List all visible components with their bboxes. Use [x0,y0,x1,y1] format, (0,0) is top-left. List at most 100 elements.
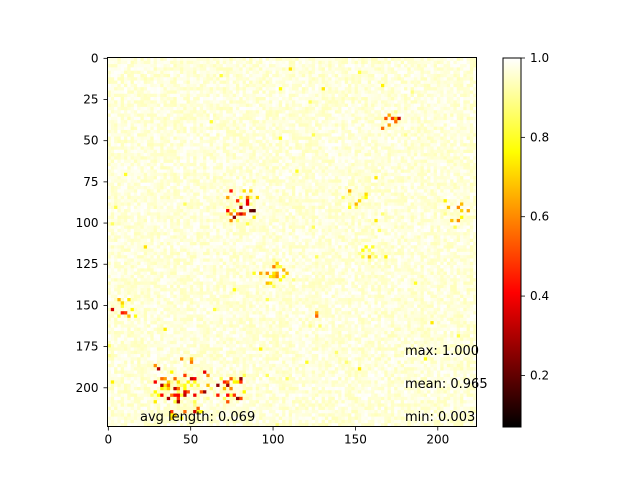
heatmap-cell [226,189,230,193]
heatmap-cell [232,153,237,157]
heatmap-cell [308,195,313,200]
heatmap-cell [295,185,299,190]
heatmap-cell [433,192,438,197]
heatmap-cell [127,182,131,187]
heatmap-cell [107,182,112,187]
heatmap-cell [423,133,428,137]
heatmap-cell [229,136,234,141]
heatmap-cell [229,139,234,144]
heatmap-cell [235,116,240,121]
heatmap-cell [301,77,306,81]
heatmap-cell [219,172,224,177]
heatmap-cell [436,149,441,154]
heatmap-cell [311,153,316,157]
heatmap-cell [275,87,280,91]
heatmap-cell [203,146,207,151]
heatmap-cell [295,77,299,81]
heatmap-cell [278,103,283,108]
heatmap-cell [193,116,197,121]
heatmap-cell [239,169,243,174]
heatmap-cell [199,185,204,190]
heatmap-cell [278,77,283,81]
heatmap-cell [114,136,118,141]
heatmap-cell [387,77,392,81]
heatmap-cell [147,123,151,128]
heatmap-cell [371,185,375,190]
heatmap-cell [245,182,250,187]
heatmap-cell [127,195,131,200]
heatmap-cell [417,172,421,177]
heatmap-cell [226,146,230,151]
heatmap-cell [183,202,187,207]
heatmap-cell [123,185,128,190]
heatmap-cell [186,202,191,207]
heatmap-cell [150,103,155,108]
heatmap-cell [288,57,293,62]
heatmap-cell [282,120,286,124]
heatmap-cell [229,70,234,75]
heatmap-cell [176,126,181,131]
heatmap-cell [298,110,303,114]
heatmap-cell [235,153,240,157]
heatmap-cell [446,64,451,68]
heatmap-cell [252,192,257,197]
heatmap-cell [110,116,115,121]
heatmap-cell [275,149,280,154]
heatmap-cell [295,172,299,177]
heatmap-cell [473,189,477,193]
heatmap-cell [232,106,237,111]
heatmap-cell [130,106,135,111]
heatmap-cell [417,57,421,62]
heatmap-cell [292,106,296,111]
heatmap-cell [288,93,293,98]
heatmap-cell [404,192,408,197]
heatmap-cell [123,100,128,105]
heatmap-cell [466,182,471,187]
heatmap-cell [196,67,201,72]
heatmap-cell [170,87,174,91]
heatmap-cell [216,73,220,78]
heatmap-cell [321,176,326,180]
heatmap-cell [390,149,395,154]
heatmap-cell [143,106,148,111]
heatmap-cell [282,159,286,164]
heatmap-cell [206,172,211,177]
heatmap-cell [456,77,461,81]
heatmap-cell [446,166,451,170]
heatmap-cell [226,113,230,118]
heatmap-cell [166,97,171,101]
heatmap-cell [219,110,224,114]
heatmap-cell [282,83,286,88]
heatmap-cell [150,100,155,105]
heatmap-cell [338,80,342,85]
heatmap-cell [235,93,240,98]
heatmap-cell [235,73,240,78]
heatmap-cell [123,126,128,131]
heatmap-cell [321,169,326,174]
heatmap-cell [469,129,474,134]
heatmap-cell [156,64,161,68]
heatmap-cell [440,185,444,190]
heatmap-cell [222,185,227,190]
heatmap-cell [315,172,319,177]
heatmap-cell [301,126,306,131]
heatmap-cell [374,87,379,91]
heatmap-cell [179,149,184,154]
heatmap-cell [427,80,431,85]
heatmap-cell [315,93,319,98]
heatmap-cell [400,80,405,85]
heatmap-cell [206,60,211,65]
heatmap-cell [209,146,214,151]
heatmap-cell [235,60,240,65]
heatmap-cell [298,73,303,78]
heatmap-cell [245,60,250,65]
heatmap-cell [298,172,303,177]
heatmap-cell [433,176,438,180]
heatmap-cell [143,97,148,101]
heatmap-cell [285,116,290,121]
heatmap-cell [259,60,263,65]
heatmap-cell [275,129,280,134]
heatmap-cell [242,185,247,190]
heatmap-cell [285,182,290,187]
heatmap-cell [239,103,243,108]
